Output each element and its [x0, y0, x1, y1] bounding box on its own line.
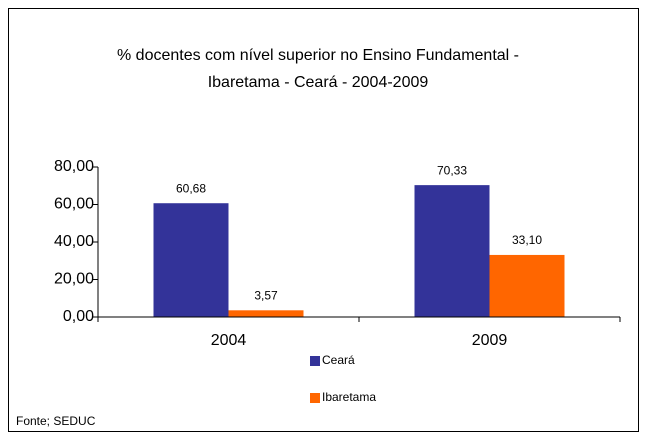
legend-swatch — [310, 393, 320, 403]
y-tick-label: 20,00 — [54, 271, 94, 288]
legend-label: Ibaretama — [322, 390, 376, 404]
bar — [489, 254, 565, 317]
bar — [414, 185, 490, 317]
source-note: Fonte; SEDUC — [16, 414, 96, 428]
bar — [228, 310, 304, 317]
chart-title: Ibaretama - Ceará - 2004-2009 — [208, 74, 429, 91]
data-label: 33,10 — [512, 233, 542, 247]
x-tick-label: 2004 — [211, 332, 247, 349]
x-tick-label: 2009 — [472, 332, 508, 349]
legend-label: Ceará — [322, 353, 355, 367]
y-tick-label: 60,00 — [54, 196, 94, 213]
y-tick-label: 40,00 — [54, 233, 94, 250]
y-tick-label: 80,00 — [54, 158, 94, 175]
legend-swatch — [310, 356, 320, 366]
data-label: 60,68 — [176, 181, 206, 195]
data-label: 70,33 — [437, 163, 467, 177]
y-tick-label: 0,00 — [63, 308, 94, 325]
data-label: 3,57 — [254, 288, 278, 302]
chart-frame — [8, 8, 639, 432]
chart-title: % docentes com nível superior no Ensino … — [117, 47, 519, 64]
bar — [153, 203, 229, 317]
